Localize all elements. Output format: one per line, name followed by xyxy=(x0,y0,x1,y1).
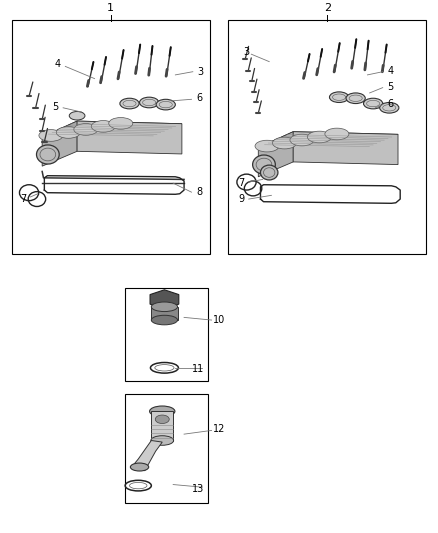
Ellipse shape xyxy=(156,99,175,110)
Polygon shape xyxy=(258,132,293,177)
Text: 8: 8 xyxy=(196,187,202,197)
Ellipse shape xyxy=(69,111,85,120)
Ellipse shape xyxy=(151,302,177,312)
Ellipse shape xyxy=(91,120,115,132)
Polygon shape xyxy=(42,121,182,139)
Text: 12: 12 xyxy=(213,424,225,434)
Ellipse shape xyxy=(290,134,314,146)
Ellipse shape xyxy=(380,102,399,113)
Text: 6: 6 xyxy=(196,93,202,103)
Bar xyxy=(125,394,208,503)
Polygon shape xyxy=(42,121,77,166)
Polygon shape xyxy=(134,440,162,471)
Text: 5: 5 xyxy=(52,102,58,112)
Polygon shape xyxy=(150,290,179,309)
Text: 6: 6 xyxy=(388,99,394,109)
Text: 10: 10 xyxy=(213,315,225,325)
Ellipse shape xyxy=(255,140,279,152)
Ellipse shape xyxy=(57,127,81,138)
Ellipse shape xyxy=(151,436,173,445)
Bar xyxy=(228,20,426,254)
Text: 3: 3 xyxy=(198,67,204,77)
Polygon shape xyxy=(293,132,398,165)
Ellipse shape xyxy=(151,316,177,325)
Ellipse shape xyxy=(364,98,383,109)
Ellipse shape xyxy=(39,130,63,141)
Text: 2: 2 xyxy=(324,3,331,13)
Ellipse shape xyxy=(272,137,297,149)
Bar xyxy=(12,20,210,254)
Ellipse shape xyxy=(346,93,365,103)
Polygon shape xyxy=(151,411,173,440)
Ellipse shape xyxy=(120,98,139,109)
Text: 7: 7 xyxy=(20,194,27,204)
Bar xyxy=(125,288,208,381)
Text: 13: 13 xyxy=(192,484,204,494)
Ellipse shape xyxy=(325,128,349,140)
Ellipse shape xyxy=(150,406,175,417)
Text: 3: 3 xyxy=(243,47,249,57)
Ellipse shape xyxy=(155,415,169,424)
Ellipse shape xyxy=(131,463,149,471)
Polygon shape xyxy=(151,307,177,320)
Ellipse shape xyxy=(140,97,159,108)
Ellipse shape xyxy=(253,155,276,174)
Text: 9: 9 xyxy=(239,194,245,204)
Ellipse shape xyxy=(74,124,98,135)
Polygon shape xyxy=(258,132,398,149)
Ellipse shape xyxy=(307,131,332,143)
Text: 5: 5 xyxy=(388,82,394,92)
Text: 1: 1 xyxy=(107,3,114,13)
Text: 7: 7 xyxy=(239,178,245,188)
Ellipse shape xyxy=(261,165,278,180)
Ellipse shape xyxy=(109,118,133,129)
Text: 4: 4 xyxy=(388,66,394,76)
Text: 11: 11 xyxy=(192,364,204,374)
Polygon shape xyxy=(77,121,182,154)
Ellipse shape xyxy=(36,145,59,164)
Ellipse shape xyxy=(329,92,349,102)
Text: 4: 4 xyxy=(54,59,60,69)
